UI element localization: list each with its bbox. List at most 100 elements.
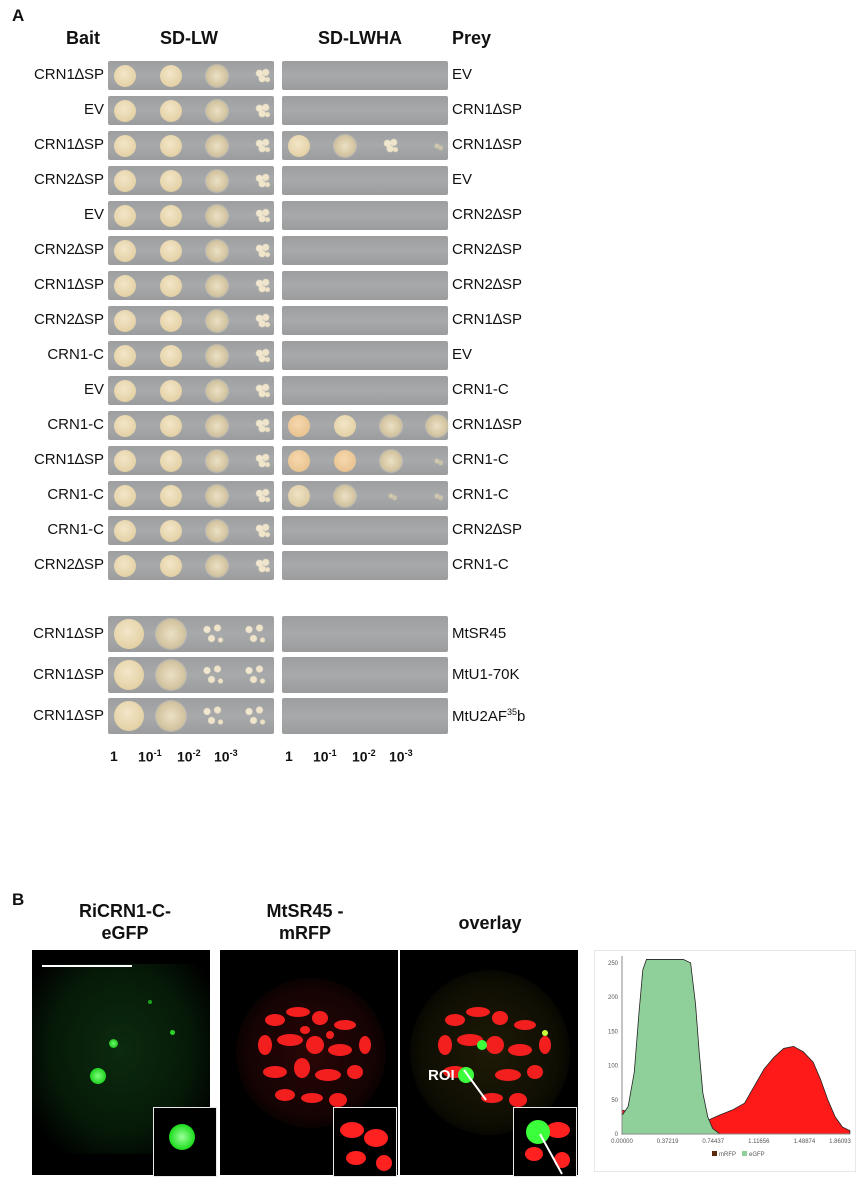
sd-lwha-header: SD-LWHA — [318, 28, 402, 48]
panel-b-label: B — [12, 890, 25, 909]
yeast-spot — [156, 619, 186, 649]
mrfp-inset — [333, 1107, 397, 1177]
yeast-spot — [160, 99, 182, 122]
yeast-spot — [198, 619, 228, 649]
y-tick-label: 200 — [608, 995, 619, 1001]
bait-label: CRN2∆SP — [33, 556, 104, 573]
sd-lwha-plate — [282, 96, 448, 125]
bait-label: CRN1ΔSP — [33, 625, 104, 642]
panel-a-label: A — [12, 6, 25, 25]
yeast-spot — [206, 239, 228, 262]
yeast-spot — [114, 204, 136, 227]
yeast-spot — [288, 134, 310, 157]
yeast-spot — [382, 136, 400, 155]
series-area-eGFP — [621, 959, 722, 1135]
bait-label: EV — [83, 101, 104, 118]
sd-lwha-plate — [282, 271, 448, 300]
yeast-spot — [206, 554, 228, 577]
bait-label: CRN1-C — [47, 486, 104, 503]
dilution-label: 10-3 — [389, 748, 413, 765]
legend-swatch-mRFP — [712, 1151, 717, 1156]
yeast-spot — [160, 379, 182, 402]
yeast-spot — [160, 64, 182, 87]
yeast-spot — [206, 64, 228, 87]
y-tick-label: 0 — [615, 1132, 619, 1138]
yeast-spot — [160, 239, 182, 262]
bait-label: EV — [83, 206, 104, 223]
yeast-spot — [334, 134, 356, 157]
yeast-spot — [288, 449, 310, 472]
yeast-spot — [240, 701, 270, 731]
sd-lwha-plate — [282, 376, 448, 405]
sd-lwha-plate — [282, 516, 448, 545]
yeast-spot — [334, 484, 356, 507]
yeast-spot — [206, 379, 228, 402]
yeast-spot — [206, 484, 228, 507]
yeast-spot — [160, 274, 182, 297]
yeast-spot — [114, 99, 136, 122]
yeast-spot — [114, 344, 136, 367]
yeast-spot — [206, 449, 228, 472]
bait-label: EV — [83, 381, 104, 398]
sd-lw-plate — [108, 131, 274, 160]
sd-lwha-plate — [282, 411, 448, 440]
mrfp-panel-title: MtSR45 - mRFP — [266, 901, 344, 943]
yeast-spot — [288, 484, 310, 507]
sd-lw-plate — [108, 306, 274, 335]
prey-label: MtU2AF35b — [452, 707, 526, 725]
sd-lwha-plate — [282, 551, 448, 580]
yeast-spot — [334, 449, 356, 472]
bait-label: CRN1∆SP — [33, 66, 104, 83]
yeast-spot — [254, 206, 272, 225]
sd-lw-plate — [108, 698, 274, 734]
yeast-spot — [428, 486, 446, 505]
yeast-spot — [254, 346, 272, 365]
prey-label: CRN2∆SP — [452, 276, 523, 293]
yeast-spot — [380, 449, 402, 472]
yeast-spot — [160, 449, 182, 472]
bait-label: CRN2∆SP — [33, 311, 104, 328]
yeast-spot — [206, 414, 228, 437]
sd-lwha-plate — [282, 166, 448, 195]
yeast-spot — [254, 451, 272, 470]
bait-label: CRN1ΔSP — [33, 707, 104, 724]
yeast-spot — [198, 701, 228, 731]
bait-label: CRN1∆SP — [33, 136, 104, 153]
overlay-inset — [513, 1107, 577, 1177]
sd-lw-plate — [108, 236, 274, 265]
y-tick-label: 100 — [608, 1064, 619, 1070]
yeast-spot — [254, 521, 272, 540]
prey-label: CRN2∆SP — [452, 521, 523, 538]
prey-label: CRN1∆SP — [452, 101, 523, 118]
yeast-spot — [206, 274, 228, 297]
yeast-spot — [428, 136, 446, 155]
overlay-chromatin-pattern — [438, 1007, 551, 1107]
yeast-spot — [254, 381, 272, 400]
yeast-spot — [160, 484, 182, 507]
dilution-label: 1 — [110, 748, 118, 764]
x-tick-label: 0.37219 — [657, 1139, 679, 1145]
yeast-spot — [206, 309, 228, 332]
y-tick-label: 150 — [608, 1029, 619, 1035]
dilution-label: 1 — [285, 748, 293, 764]
sd-lw-plate — [108, 616, 274, 652]
yeast-spot — [114, 169, 136, 192]
yeast-spot — [334, 414, 356, 437]
legend-swatch-eGFP — [742, 1151, 747, 1156]
bait-label: CRN2∆SP — [33, 241, 104, 258]
sd-lwha-plate — [282, 446, 448, 475]
sd-lw-plate — [108, 376, 274, 405]
bait-label: CRN1∆SP — [33, 276, 104, 293]
yeast-spot — [240, 660, 270, 690]
sd-lw-plate — [108, 96, 274, 125]
prey-label: CRN1-C — [452, 556, 509, 573]
x-tick-label: 0.74437 — [702, 1139, 724, 1145]
dilution-label: 10-2 — [352, 748, 376, 765]
prey-label: EV — [452, 171, 473, 188]
sd-lwha-plate — [282, 236, 448, 265]
bait-label: CRN1-C — [47, 521, 104, 538]
prey-label: MtSR45 — [452, 625, 507, 642]
x-tick-label: 1.86093 — [829, 1139, 851, 1145]
prey-label: CRN1-C — [452, 486, 509, 503]
prey-label: MtU1-70K — [452, 666, 520, 683]
